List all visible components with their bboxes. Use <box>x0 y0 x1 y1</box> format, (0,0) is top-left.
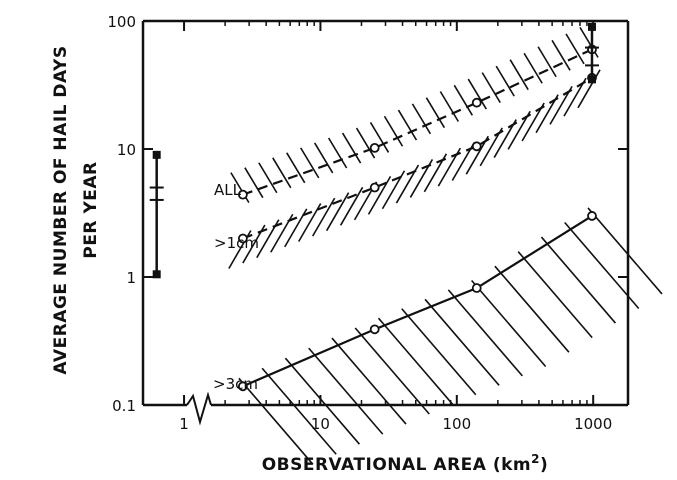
hatch-mark-all <box>355 127 376 159</box>
hatch-mark-all <box>286 152 306 184</box>
hatch-mark-all <box>244 167 264 199</box>
y-axis-title-line2: PER YEAR <box>81 161 101 258</box>
hatch-mark-gt3cm <box>238 377 314 465</box>
range-bar-cap-low <box>587 75 596 84</box>
hatch-mark-gt1cm <box>311 197 336 237</box>
hatch-mark-gt3cm <box>308 347 384 435</box>
series-line <box>242 76 593 240</box>
series-lines <box>237 44 597 392</box>
hatch-mark-all <box>509 59 529 91</box>
data-point <box>471 283 482 293</box>
x-axis-break-mark <box>186 391 212 426</box>
series-label-gt3cm: >3cm <box>213 375 258 393</box>
y-tick-label: 10 <box>117 141 136 159</box>
range-bar-cap-high <box>587 22 596 31</box>
data-point <box>237 189 248 200</box>
hatch-mark-all <box>258 162 278 194</box>
hatch-mark-gt3cm <box>261 367 337 455</box>
x-tick-label: 100 <box>442 415 471 433</box>
hatch-mark-gt3cm <box>517 251 593 339</box>
hatch-mark-gt3cm <box>331 337 407 425</box>
hatch-mark-gt3cm <box>401 308 477 396</box>
data-point <box>237 233 248 244</box>
data-point <box>471 97 482 108</box>
data-point <box>587 211 597 221</box>
axes <box>141 19 630 426</box>
hatch-mark-all <box>327 137 348 169</box>
hatch-mark-all <box>272 157 292 189</box>
hatch-mark-gt3cm <box>284 357 361 445</box>
hatch-mark-all <box>383 115 404 147</box>
hatch-mark-all <box>523 52 543 84</box>
data-point <box>369 182 380 193</box>
hatch-mark-gt3cm <box>494 265 570 353</box>
data-point <box>369 142 380 153</box>
series-line <box>242 48 593 196</box>
hatch-mark-gt1cm <box>367 175 392 215</box>
x-axis-title: OBSERVATIONAL AREA (km2) <box>262 452 549 475</box>
hatch-mark-gt3cm <box>540 236 617 324</box>
hatch-mark-all <box>453 84 473 116</box>
range-bar-cap-low <box>152 270 161 279</box>
hatch-mark-all <box>551 39 571 71</box>
hatch-mark-all <box>537 46 557 78</box>
hatch-mark-gt1cm <box>381 170 406 210</box>
series-line <box>242 214 593 388</box>
y-tick-label: 0.1 <box>112 397 136 415</box>
hatch-mark-all <box>565 33 585 65</box>
hatch-mark-all <box>439 91 460 122</box>
hatch-mark-gt3cm <box>587 207 663 295</box>
hatch-mark-all <box>397 109 418 141</box>
hatch-mark-gt3cm <box>354 327 430 415</box>
hatch-mark-all <box>341 132 362 164</box>
range-bar-cap-high <box>152 150 161 159</box>
hatch-mark-all <box>313 142 334 174</box>
hatch-mark-gt3cm <box>377 317 454 405</box>
hatched-bands <box>228 26 663 465</box>
data-point <box>369 324 380 335</box>
hatch-mark-gt3cm <box>471 279 547 368</box>
x-tick-label: 1 <box>179 415 189 433</box>
hatch-mark-all <box>411 103 432 135</box>
hatch-mark-all <box>369 122 390 153</box>
hatch-mark-gt1cm <box>339 186 364 226</box>
hatch-mark-all <box>467 78 487 110</box>
hatch-mark-all <box>481 72 501 104</box>
y-tick-label: 1 <box>126 269 136 287</box>
hatch-mark-all <box>300 147 320 179</box>
x-tick-label: 1000 <box>574 415 612 433</box>
series-label-gt1cm: >1cm <box>214 234 259 252</box>
x-tick-label: 10 <box>311 415 330 433</box>
y-tick-label: 100 <box>107 13 136 31</box>
hatch-mark-gt3cm <box>564 221 640 310</box>
range-bars <box>149 22 599 279</box>
hatch-mark-gt1cm <box>325 192 350 232</box>
hatch-mark-all <box>495 65 515 97</box>
y-axis-title-line1: AVERAGE NUMBER OF HAIL DAYS <box>51 45 71 374</box>
series-label-all: ALL <box>214 181 242 199</box>
hatch-mark-gt3cm <box>447 289 523 377</box>
data-point <box>471 141 482 152</box>
hatch-mark-gt3cm <box>424 298 500 386</box>
hatch-mark-all <box>425 97 446 129</box>
tick-labels: 1 10 100 1000 0.1 1 10 100 <box>107 13 612 433</box>
hatch-mark-gt1cm <box>298 203 322 242</box>
data-point <box>237 381 248 392</box>
